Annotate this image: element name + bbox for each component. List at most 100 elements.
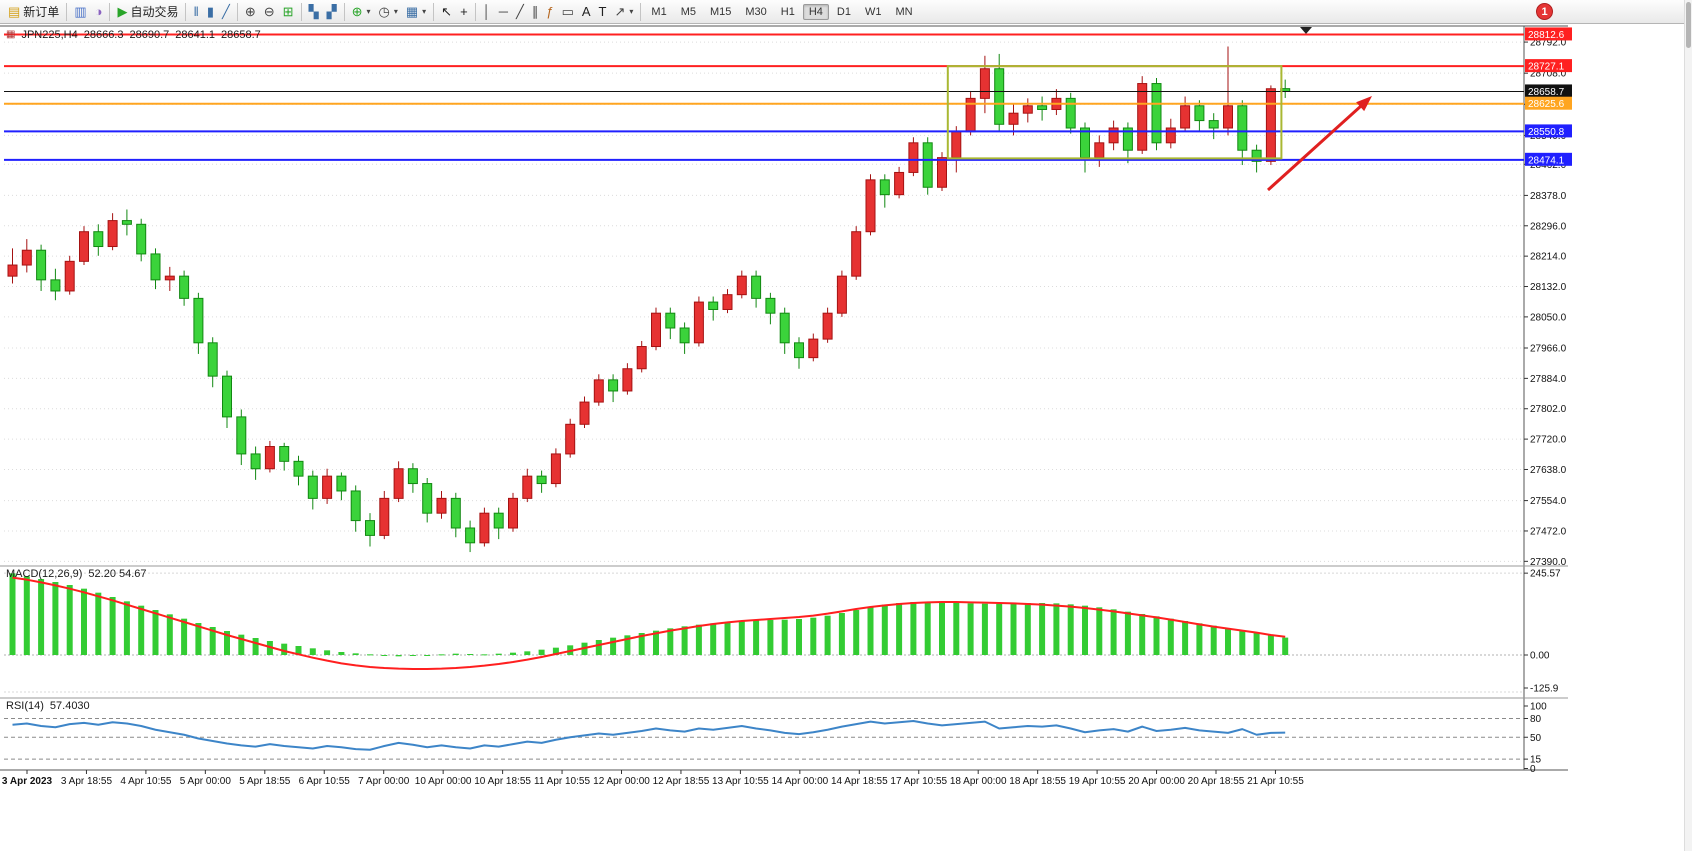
toolbar-buttons: ▤ 新订单 ▥ ◑ ▶ 自动交易 ‖ ▮ ╱ ⊕ ⊖ ⊞ ▚ ▞ ⊕ ▾ ◷ ▾ ▦ ▾ ↖ + │ ─ ╱ ∥ ƒ ▭ A T ↗ ▾ <box>4 1 637 23</box>
new-order-button[interactable]: ▤ 新订单 <box>4 1 63 23</box>
crosshair-button[interactable]: + <box>456 1 472 23</box>
arrows-button[interactable]: ↗ ▾ <box>610 1 637 23</box>
svg-text:14 Apr 00:00: 14 Apr 00:00 <box>771 776 828 787</box>
trend-arrow[interactable] <box>1266 96 1372 192</box>
toolbar-separator <box>109 2 111 21</box>
svg-text:28812.6: 28812.6 <box>1528 30 1565 41</box>
bar-chart-icon: ‖ <box>193 4 199 19</box>
rsi-line <box>12 720 1286 751</box>
toolbar-separator <box>185 2 187 21</box>
svg-text:-125.9: -125.9 <box>1530 684 1559 695</box>
time-axis[interactable]: 3 Apr 2023 3 Apr 18:55 4 Apr 10:55 5 Apr 00… <box>2 770 1304 787</box>
svg-text:5 Apr 18:55: 5 Apr 18:55 <box>239 776 291 787</box>
crosshair-icon: + <box>460 4 468 19</box>
horizontal-level-lines[interactable] <box>4 33 1524 161</box>
zoom-out-icon: ⊖ <box>263 4 275 19</box>
chart-symbol-icon: ▦ <box>6 29 16 40</box>
svg-text:4 Apr 10:55: 4 Apr 10:55 <box>120 776 172 787</box>
timeframe-m30-button[interactable]: M30 <box>745 5 767 18</box>
tile-windows-button[interactable]: ⊞ <box>279 1 298 23</box>
svg-text:28625.6: 28625.6 <box>1528 99 1565 110</box>
profiles-icon[interactable]: ◑ <box>91 1 107 23</box>
scrollbar-thumb[interactable] <box>1686 2 1691 48</box>
svg-text:11 Apr 10:55: 11 Apr 10:55 <box>534 776 590 787</box>
channel-button[interactable]: ∥ <box>528 1 543 23</box>
svg-text:7 Apr 00:00: 7 Apr 00:00 <box>358 776 410 787</box>
price-axis[interactable]: 28792.028708.028624.028540.028462.028378… <box>1524 38 1567 775</box>
profiles-icon-icon: ◑ <box>94 4 103 19</box>
timeframe-d1-button[interactable]: D1 <box>836 5 851 18</box>
trendline-button[interactable]: ╱ <box>512 1 528 23</box>
rsi-name: RSI(14) <box>6 700 44 712</box>
channel-icon: ∥ <box>531 4 539 19</box>
consolidation-box[interactable] <box>946 65 1283 160</box>
svg-text:28378.0: 28378.0 <box>1530 191 1567 202</box>
add-indicator-button[interactable]: ⊕ ▾ <box>348 1 375 23</box>
vertical-scrollbar[interactable] <box>1684 0 1692 851</box>
auto-arrange-icon: ▚ <box>308 4 319 19</box>
svg-text:3 Apr 18:55: 3 Apr 18:55 <box>61 776 113 787</box>
toolbar: ▤ 新订单 ▥ ◑ ▶ 自动交易 ‖ ▮ ╱ ⊕ ⊖ ⊞ ▚ ▞ ⊕ ▾ ◷ ▾ ▦ ▾ ↖ + │ ─ ╱ ∥ ƒ ▭ A T ↗ ▾ M1… <box>0 0 1692 24</box>
timeframe-m1-button[interactable]: M1 <box>651 5 667 18</box>
svg-text:13 Apr 10:55: 13 Apr 10:55 <box>712 776 769 787</box>
price-gridlines <box>4 41 1524 562</box>
zoom-in-button[interactable]: ⊕ <box>241 1 260 23</box>
timeframe-w1-button[interactable]: W1 <box>864 5 882 18</box>
svg-text:28214.0: 28214.0 <box>1530 252 1567 263</box>
caret-down-icon: ▾ <box>366 7 371 16</box>
text-button[interactable]: A <box>578 1 595 23</box>
timeframe-mn-button[interactable]: MN <box>895 5 913 18</box>
fibonacci-button[interactable]: ƒ <box>542 1 557 23</box>
chart-list-button[interactable]: ▞ <box>323 1 341 23</box>
timeframe-h4-button[interactable]: H4 <box>802 3 829 20</box>
auto-arrange-button[interactable]: ▚ <box>305 1 323 23</box>
periods-button[interactable]: ◷ ▾ <box>374 1 401 23</box>
chart-list-icon: ▞ <box>326 4 337 19</box>
high-value: 28690.7 <box>129 29 170 41</box>
candlestick-chart-button[interactable]: ▮ <box>203 1 218 23</box>
macd-levels <box>4 572 1524 693</box>
toolbar-separator <box>343 2 345 21</box>
svg-text:245.57: 245.57 <box>1530 569 1561 580</box>
timeframe-m5-button[interactable]: M5 <box>680 5 696 18</box>
add-indicator-icon: ⊕ <box>351 4 363 19</box>
candlesticks <box>7 46 1291 553</box>
notification-badge[interactable]: 1 <box>1536 3 1553 20</box>
svg-text:27884.0: 27884.0 <box>1530 374 1567 385</box>
svg-text:27966.0: 27966.0 <box>1530 344 1567 355</box>
bar-chart-button[interactable]: ‖ <box>189 1 202 23</box>
svg-text:28708.0: 28708.0 <box>1530 69 1567 80</box>
templates-button[interactable]: ▦ ▾ <box>402 1 430 23</box>
svg-text:18 Apr 18:55: 18 Apr 18:55 <box>1009 776 1066 787</box>
shapes-button[interactable]: ▭ <box>558 1 578 23</box>
svg-text:27802.0: 27802.0 <box>1530 404 1567 415</box>
svg-text:28792.0: 28792.0 <box>1530 38 1567 49</box>
rsi-levels <box>4 718 1524 760</box>
new-order-button-label: 新订单 <box>23 5 60 19</box>
timeframe-m15-button[interactable]: M15 <box>709 5 732 18</box>
svg-text:28550.8: 28550.8 <box>1528 127 1565 138</box>
candlestick-chart-icon: ▮ <box>206 4 215 19</box>
svg-text:100: 100 <box>1530 702 1547 713</box>
templates-icon: ▦ <box>405 4 419 19</box>
svg-text:0: 0 <box>1530 764 1536 775</box>
horizontal-line-button[interactable]: ─ <box>495 1 512 23</box>
caret-down-icon: ▾ <box>422 7 427 16</box>
svg-text:27720.0: 27720.0 <box>1530 435 1567 446</box>
zoom-in-icon: ⊕ <box>244 4 256 19</box>
timeframe-h1-button[interactable]: H1 <box>780 5 795 18</box>
autotrade-icon: ▶ <box>117 4 128 19</box>
zoom-out-button[interactable]: ⊖ <box>260 1 279 23</box>
charts-icon[interactable]: ▥ <box>70 1 90 23</box>
label-button[interactable]: T <box>595 1 611 23</box>
cursor-button[interactable]: ↖ <box>437 1 456 23</box>
svg-text:28474.1: 28474.1 <box>1528 155 1565 166</box>
autotrade-button[interactable]: ▶ 自动交易 <box>113 1 182 23</box>
vertical-line-button[interactable]: │ <box>479 1 495 23</box>
tile-windows-icon: ⊞ <box>282 4 294 19</box>
svg-text:6 Apr 10:55: 6 Apr 10:55 <box>299 776 351 787</box>
svg-text:15: 15 <box>1530 755 1542 766</box>
line-chart-button[interactable]: ╱ <box>218 1 234 23</box>
